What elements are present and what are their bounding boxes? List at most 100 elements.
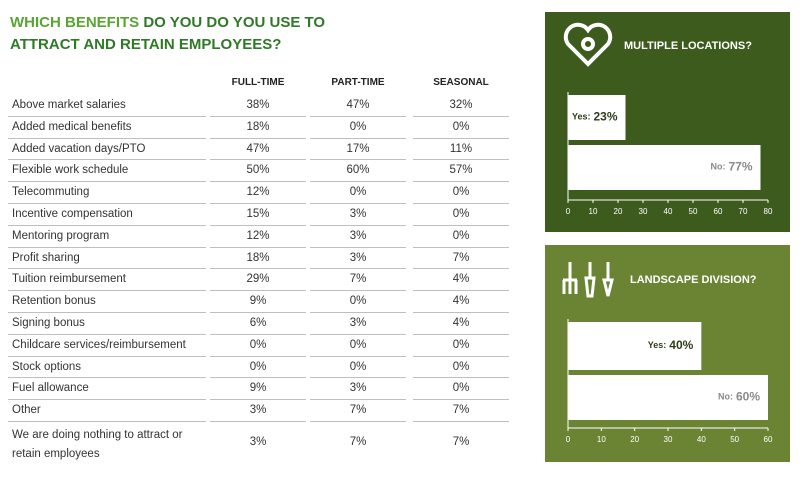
row-separator — [210, 290, 306, 292]
table-value: 3% — [349, 317, 367, 329]
row-separator — [210, 312, 306, 313]
row-separator — [310, 399, 406, 401]
row-separator — [210, 137, 306, 139]
row-separator — [310, 290, 406, 292]
row-label: Mentoring program — [12, 229, 110, 242]
bar — [568, 375, 768, 420]
value-label: 23% — [593, 110, 617, 124]
table-value: 50% — [246, 164, 270, 177]
row-separator — [413, 246, 509, 248]
row-separator — [210, 246, 306, 248]
row-label: Added medical benefits — [12, 120, 132, 133]
table-value: 0% — [452, 186, 470, 199]
row-separator — [413, 333, 509, 335]
table-value: 32% — [449, 99, 473, 111]
row-separator — [310, 159, 406, 161]
row-separator — [210, 181, 306, 183]
bar-label: Yes: 23% — [572, 110, 618, 124]
row-separator — [413, 137, 509, 139]
row-separator — [413, 115, 509, 117]
x-tick-label: 0 — [566, 435, 571, 444]
row-separator — [210, 268, 306, 270]
x-tick-label: 0 — [566, 207, 571, 216]
row-separator — [8, 115, 206, 117]
table-value: 0% — [249, 338, 267, 351]
row-separator — [8, 290, 206, 292]
table-value: 18% — [246, 120, 270, 133]
table-value: 47% — [246, 142, 270, 155]
table-value: 3% — [249, 436, 267, 448]
table-value: 29% — [246, 273, 270, 286]
x-tick-label: 10 — [589, 207, 598, 216]
bar — [568, 322, 702, 370]
x-tick-label: 50 — [730, 435, 739, 444]
row-separator — [310, 333, 406, 335]
table-value: 0% — [452, 120, 470, 133]
x-tick-label: 60 — [764, 435, 773, 444]
row-separator — [413, 399, 509, 401]
row-separator — [210, 224, 306, 226]
x-tick-label: 20 — [630, 435, 639, 444]
table-value: 4% — [452, 317, 470, 329]
table-value: 0% — [249, 360, 267, 373]
title-rest: DO YOU DO YOU USE TO ATTRACT AND RETAIN … — [10, 14, 326, 53]
column-header: SEASONAL — [433, 77, 489, 88]
row-separator — [310, 181, 406, 183]
table-value: 0% — [452, 208, 470, 220]
row-separator — [210, 421, 306, 422]
category-label: Yes: — [572, 112, 591, 122]
value-label: 77% — [728, 160, 752, 174]
row-separator — [210, 159, 306, 161]
table-value: 17% — [346, 142, 370, 155]
row-label: Retention bonus — [12, 295, 96, 308]
table-value: 6% — [249, 317, 267, 329]
row-separator — [310, 115, 406, 117]
row-label: Above market salaries — [12, 99, 126, 111]
row-separator — [8, 333, 206, 335]
row-label: Signing bonus — [12, 317, 85, 329]
chart-title: LANDSCAPE DIVISION? — [630, 274, 757, 286]
table-value: 9% — [249, 382, 267, 395]
row-separator — [310, 268, 406, 270]
row-separator — [310, 312, 406, 313]
row-separator — [413, 355, 509, 357]
row-label: Tuition reimbursement — [12, 273, 126, 286]
category-label: No: — [718, 392, 733, 402]
table-value: 0% — [452, 229, 470, 242]
row-separator — [210, 355, 306, 357]
table-value: 3% — [349, 251, 367, 264]
row-label: We are doing nothing to attract or retai… — [12, 429, 183, 460]
row-separator — [413, 312, 509, 313]
table-value: 60% — [346, 164, 370, 177]
x-tick-label: 50 — [689, 207, 698, 216]
x-tick-label: 40 — [664, 207, 673, 216]
table-value: 7% — [452, 404, 470, 417]
chart-title: MULTIPLE LOCATIONS? — [624, 40, 752, 52]
row-label: Other — [12, 404, 41, 417]
x-tick-label: 60 — [714, 207, 723, 216]
bar — [568, 145, 761, 190]
row-separator — [8, 246, 206, 248]
table-value: 0% — [452, 382, 470, 395]
location-icon — [563, 22, 613, 67]
x-tick-label: 30 — [639, 207, 648, 216]
row-separator — [8, 181, 206, 183]
row-separator — [413, 377, 509, 379]
row-separator — [210, 377, 306, 379]
row-separator — [310, 355, 406, 357]
row-separator — [310, 377, 406, 379]
table-value: 18% — [246, 251, 270, 264]
row-separator — [210, 115, 306, 117]
x-tick-label: 20 — [614, 207, 623, 216]
column-header: FULL-TIME — [231, 77, 285, 88]
table-value: 0% — [349, 360, 367, 373]
row-separator — [413, 203, 509, 204]
table-value: 3% — [349, 229, 367, 242]
row-separator — [8, 268, 206, 270]
table-value: 7% — [349, 273, 367, 286]
table-value: 0% — [349, 295, 367, 308]
row-separator — [413, 159, 509, 161]
row-separator — [310, 137, 406, 139]
